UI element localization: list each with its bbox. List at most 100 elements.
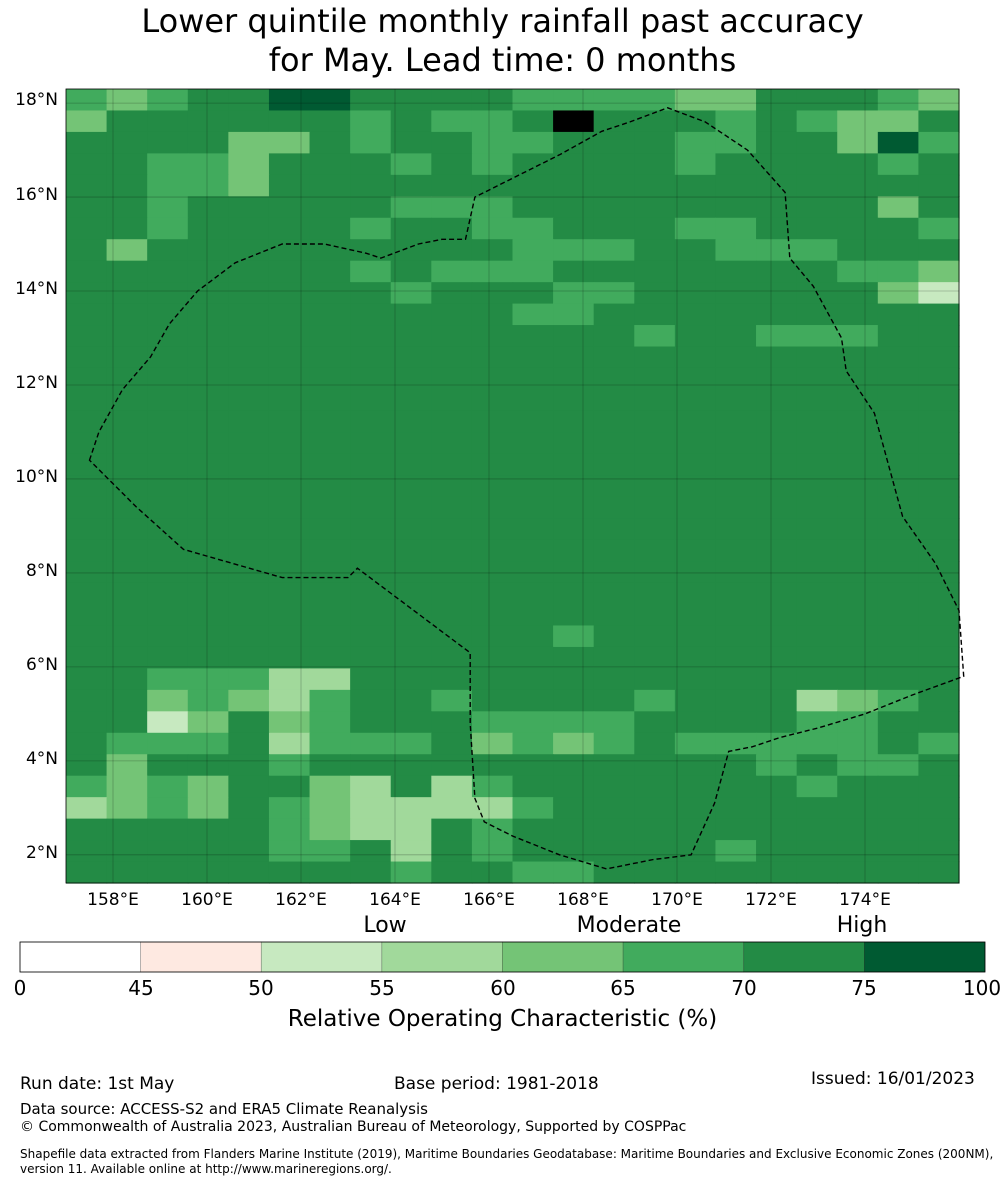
grid-cell — [390, 325, 432, 348]
grid-cell — [756, 410, 798, 433]
grid-cell — [634, 153, 676, 176]
grid-cell — [634, 861, 676, 884]
grid-cell — [877, 732, 920, 755]
grid-cell — [350, 818, 392, 841]
grid-cell — [674, 325, 717, 348]
grid-cell — [796, 239, 838, 262]
grid-cell — [471, 582, 514, 605]
grid-cell — [147, 131, 189, 154]
grid-cell — [674, 410, 717, 433]
grid-cell — [268, 303, 311, 326]
grid-cell — [431, 797, 473, 820]
grid-cell — [837, 367, 879, 391]
grid-cell — [106, 260, 148, 283]
grid-cell — [309, 303, 351, 326]
grid-cell — [106, 303, 148, 326]
cb-tick-60: 60 — [490, 976, 516, 1000]
grid-cell — [390, 646, 432, 670]
grid-cell — [309, 410, 351, 433]
grid-cell — [756, 732, 798, 755]
grid-cell — [390, 89, 432, 112]
grid-cell — [147, 732, 189, 755]
grid-cell — [756, 840, 798, 863]
grid-cell — [350, 475, 392, 498]
grid-cell — [796, 604, 838, 627]
grid-cell — [512, 818, 554, 841]
grid-cell — [471, 282, 514, 305]
grid-cell — [918, 840, 960, 863]
grid-cell — [715, 668, 757, 691]
grid-cell — [66, 174, 108, 197]
grid-cell — [390, 282, 432, 305]
grid-cell — [634, 217, 676, 240]
grid-cell — [715, 861, 757, 884]
grid-cell — [634, 539, 676, 562]
grid-cell — [918, 732, 960, 755]
grid-cell — [147, 861, 189, 884]
grid-cell — [147, 89, 189, 112]
grid-cell — [553, 217, 595, 240]
grid-cell — [471, 625, 514, 648]
lat-label-8n: 8°N — [25, 561, 58, 581]
grid-cell — [512, 153, 554, 176]
grid-cell — [553, 89, 595, 112]
grid-cell — [350, 239, 392, 262]
grid-cell — [471, 496, 514, 519]
grid-cell — [837, 453, 879, 476]
grid-cell — [309, 754, 351, 777]
grid-cell — [877, 539, 920, 562]
grid-cell — [66, 389, 108, 412]
grid-cell — [715, 110, 757, 133]
grid-cell — [268, 239, 311, 262]
grid-cell — [553, 260, 595, 283]
grid-cell — [674, 582, 717, 605]
lat-label-16n: 16°N — [15, 185, 58, 205]
lon-label-158e: 158°E — [87, 890, 139, 910]
grid-cell — [512, 131, 554, 154]
grid-cell — [390, 475, 432, 498]
grid-cell — [593, 475, 635, 498]
grid-cell — [634, 367, 676, 391]
grid-cell — [837, 153, 879, 176]
lat-label-10n: 10°N — [15, 467, 58, 487]
grid-cell — [147, 303, 189, 326]
grid-cell — [918, 325, 960, 348]
grid-cell — [877, 797, 920, 820]
grid-cell — [147, 153, 189, 176]
grid-cell — [147, 539, 189, 562]
grid-cell — [350, 196, 392, 219]
grid-cell — [187, 604, 229, 627]
grid-cell — [350, 840, 392, 863]
grid-cell — [796, 496, 838, 519]
grid-cell — [228, 711, 270, 734]
grid-cell — [877, 260, 920, 283]
grid-cell — [309, 131, 351, 154]
grid-cell — [512, 367, 554, 391]
data-source: Data source: ACCESS-S2 and ERA5 Climate … — [20, 1100, 428, 1118]
grid-cell — [187, 754, 229, 777]
grid-cell — [431, 153, 473, 176]
grid-cell — [593, 153, 635, 176]
grid-cell — [66, 797, 108, 820]
grid-cell — [877, 861, 920, 884]
grid-cell — [106, 711, 148, 734]
grid-cell — [553, 518, 595, 541]
colorbar-segment — [622, 941, 745, 973]
grid-cell — [228, 325, 270, 348]
grid-cell — [877, 582, 920, 605]
grid-cell — [106, 110, 148, 133]
lat-label-6n: 6°N — [25, 655, 58, 675]
grid-cell — [553, 131, 595, 154]
grid-cell — [390, 131, 432, 154]
grid-cell — [715, 625, 757, 648]
grid-cell — [147, 389, 189, 412]
grid-cell — [553, 196, 595, 219]
grid-cell — [715, 818, 757, 841]
grid-cell — [187, 196, 229, 219]
grid-cell — [837, 389, 879, 412]
grid-cell — [350, 432, 392, 455]
grid-cell — [66, 346, 108, 369]
grid-cell — [106, 775, 148, 798]
grid-cell — [390, 110, 432, 133]
grid-cell — [147, 775, 189, 798]
